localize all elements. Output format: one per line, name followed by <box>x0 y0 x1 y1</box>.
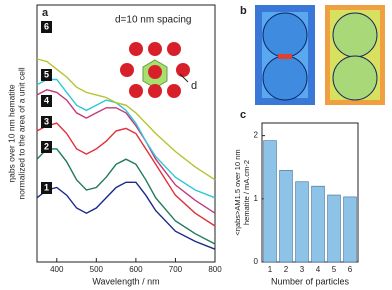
x-tick-label: 3 <box>300 265 305 274</box>
x-axis-label: Number of particles <box>271 276 350 286</box>
bar <box>343 196 357 263</box>
series-label-box <box>41 116 52 128</box>
bar <box>311 185 325 263</box>
series-label-box <box>41 182 52 194</box>
panel-label: b <box>240 5 247 17</box>
x-tick-label: 6 <box>348 265 353 274</box>
x-tick-label: 600 <box>129 265 143 274</box>
x-axis-label: Wavelength / nm <box>92 276 159 286</box>
series-line <box>36 122 216 227</box>
bar <box>295 181 309 263</box>
x-tick-label: 800 <box>208 265 222 274</box>
series-line <box>36 58 216 181</box>
x-tick-label: 1 <box>268 265 273 274</box>
series-label: 4 <box>44 95 49 105</box>
series-label-box <box>41 95 52 107</box>
bar <box>263 140 277 263</box>
x-tick-label: 4 <box>316 265 321 274</box>
series-label-box <box>41 141 52 153</box>
series-label: 3 <box>44 116 49 126</box>
series-label: 5 <box>44 69 49 79</box>
bar <box>327 194 341 263</box>
series-label-box <box>41 69 52 81</box>
y-axis-label: <ηabs>AM1.5 over 10 nm <box>233 149 242 235</box>
y-tick-label: 0 <box>254 257 259 266</box>
panel-b-images <box>255 5 385 105</box>
series-label: 1 <box>44 182 49 192</box>
series-label: 6 <box>44 21 49 31</box>
y-tick-label: 1 <box>254 194 259 203</box>
series-label: 2 <box>44 141 49 151</box>
y-tick-label: 2 <box>254 131 259 140</box>
y-axis-label: ηabs over 10 nm hematite <box>6 84 16 183</box>
x-tick-label: 700 <box>169 265 183 274</box>
x-tick-label: 500 <box>90 265 104 274</box>
inset-label: d <box>191 80 197 92</box>
y-axis-label: hematite / mA.cm-2 <box>242 160 251 225</box>
x-tick-label: 5 <box>332 265 337 274</box>
series-line <box>36 148 216 245</box>
series-line <box>36 89 216 214</box>
inset-hexagon <box>120 42 190 98</box>
panel-label: a <box>42 7 49 19</box>
annotation: d=10 nm spacing <box>115 15 191 26</box>
series-line <box>36 181 216 250</box>
plot-frame <box>261 122 359 263</box>
plot-frame <box>36 4 216 263</box>
x-tick-label: 400 <box>50 265 64 274</box>
panel-label: c <box>240 109 246 121</box>
y-axis-label: normalized to the area of a unit cell <box>16 67 26 199</box>
x-tick-label: 2 <box>284 265 289 274</box>
series-label-box <box>41 21 52 33</box>
series-line <box>36 78 216 199</box>
bar <box>279 170 293 263</box>
